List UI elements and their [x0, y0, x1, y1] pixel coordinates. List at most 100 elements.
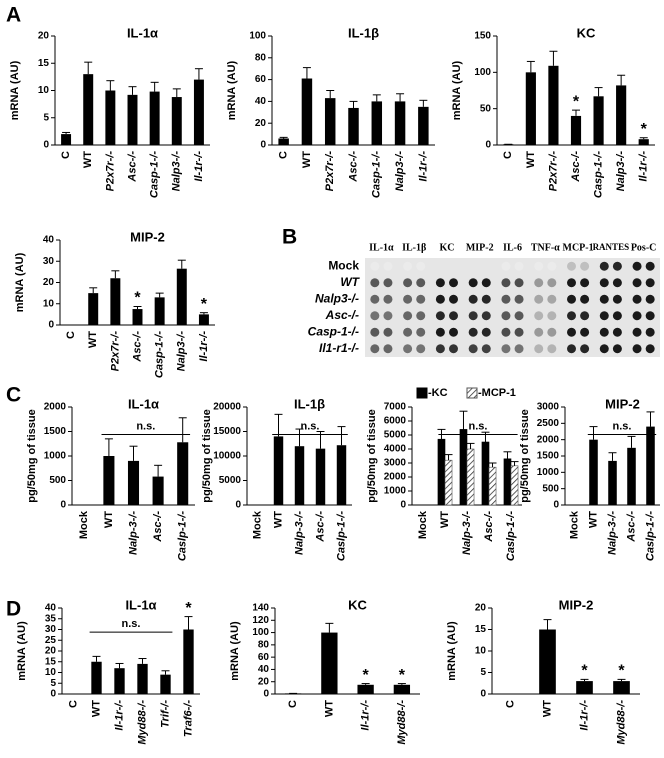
y-tick-label: 40	[45, 603, 57, 614]
bar	[510, 465, 519, 506]
bar	[301, 78, 313, 145]
y-tick-label: 5000	[219, 475, 242, 486]
y-tick-label: 1000	[44, 451, 67, 462]
bar	[336, 445, 347, 505]
blot-dot	[468, 294, 478, 304]
blot-row-label: Mock	[328, 258, 359, 272]
chart-title: MIP-2	[605, 396, 640, 411]
y-tick-label: 15000	[213, 426, 241, 437]
blot-dot	[580, 261, 590, 271]
blot-column-label: MCP-1	[563, 242, 594, 253]
blot-dot	[514, 261, 524, 271]
y-axis-label: pg/50mg of tissue	[201, 409, 213, 503]
bar	[61, 134, 72, 145]
blot-dot	[370, 278, 380, 288]
blot-dot	[435, 294, 445, 304]
blot-dot	[501, 261, 511, 271]
y-tick-label: 60	[255, 74, 267, 85]
x-tick-label: P2x7r-/-	[104, 151, 116, 192]
y-tick-label: 5	[50, 678, 56, 689]
y-axis-label: pg/50mg of tissue	[519, 409, 531, 503]
x-tick-label: Caslp-1-/-	[335, 511, 347, 561]
x-tick-label: WT	[82, 151, 94, 168]
y-tick-label: 20	[43, 277, 55, 288]
significance-mark: *	[399, 667, 406, 684]
blot-dot	[383, 327, 393, 337]
bar	[459, 429, 468, 506]
blot-dot	[449, 327, 458, 337]
blot-dot	[632, 261, 642, 271]
x-tick-label: Mock	[417, 510, 429, 539]
y-tick-label: 3000	[384, 458, 407, 469]
x-tick-label: C	[287, 700, 299, 708]
bar	[525, 72, 536, 145]
y-tick-label: 35	[45, 613, 57, 624]
x-tick-label: Il-1r-/-	[198, 331, 210, 362]
blot-row-label: Nalp3-/-	[315, 291, 359, 305]
y-tick-label: 1000	[537, 467, 560, 478]
blot-dot	[632, 344, 642, 354]
x-tick-label: Myd88-/-	[615, 700, 627, 745]
blot-dot	[612, 261, 622, 271]
y-tick-label: 10	[475, 646, 487, 657]
blot-dot	[383, 261, 393, 271]
x-tick-label: Nalp3-/-	[176, 331, 188, 372]
x-tick-label: Nalp-3-/-	[461, 511, 473, 555]
blot-dot	[567, 278, 576, 288]
bar	[171, 97, 182, 145]
x-tick-label: Caslp-1-/-	[177, 511, 189, 561]
x-tick-label: Caslp-1-/-	[505, 511, 517, 561]
x-tick-label: Traf6-/-	[182, 700, 194, 737]
blot-dot	[383, 278, 393, 288]
bar	[176, 268, 187, 325]
y-tick-label: 10000	[213, 451, 241, 462]
y-tick-label: 0	[48, 320, 54, 331]
y-tick-label: 40	[258, 664, 270, 675]
y-tick-label: 10	[43, 298, 55, 309]
legend-swatch	[416, 387, 428, 399]
blot-dot	[547, 327, 557, 337]
y-tick-label: 500	[542, 483, 559, 494]
blot-dot	[534, 261, 544, 271]
x-tick-label: Nalp-3-/-	[606, 511, 618, 555]
panel-label: A	[6, 4, 21, 27]
y-tick-label: 15	[38, 58, 50, 69]
blot-dot	[449, 294, 458, 304]
blot-dot	[370, 294, 380, 304]
bar	[105, 90, 116, 145]
y-axis-label: mRNA (AU)	[16, 621, 28, 681]
chart-title: MIP-2	[130, 229, 165, 244]
x-tick-label: WT	[103, 511, 115, 528]
blot-dot	[403, 311, 413, 321]
blot-dot	[632, 327, 642, 337]
blot-row-label: Il1-r1-/-	[319, 341, 359, 355]
y-axis-label: mRNA (AU)	[226, 60, 238, 120]
blot-dot	[481, 261, 491, 271]
blot-dot	[481, 311, 491, 321]
x-tick-label: Asc-/-	[126, 151, 138, 183]
blot-dot	[580, 311, 590, 321]
bar	[576, 681, 593, 694]
bar	[613, 681, 630, 694]
blot-dot	[567, 294, 576, 304]
x-tick-label: Casp-1-/-	[371, 151, 383, 198]
blot-dot	[501, 294, 511, 304]
blot-dot	[580, 327, 590, 337]
blot-row-label: WT	[340, 275, 360, 289]
y-axis-label: mRNA (AU)	[451, 60, 463, 120]
blot-dot	[449, 344, 458, 354]
x-tick-label: P2x7r-/-	[547, 151, 559, 192]
x-tick-label: WT	[587, 511, 599, 528]
x-tick-label: C	[278, 151, 290, 159]
blot-dot	[547, 311, 557, 321]
x-tick-label: Nalp3-/-	[615, 151, 627, 192]
x-tick-label: P2x7r-/-	[324, 151, 336, 192]
blot-dot	[370, 327, 380, 337]
blot-dot	[449, 311, 458, 321]
x-tick-label: Il-1r-/-	[193, 151, 205, 182]
y-tick-label: 60	[258, 652, 270, 663]
y-tick-label: 2000	[44, 402, 67, 413]
bar	[273, 436, 284, 505]
blot-dot	[567, 344, 576, 354]
blot-dot	[534, 327, 544, 337]
